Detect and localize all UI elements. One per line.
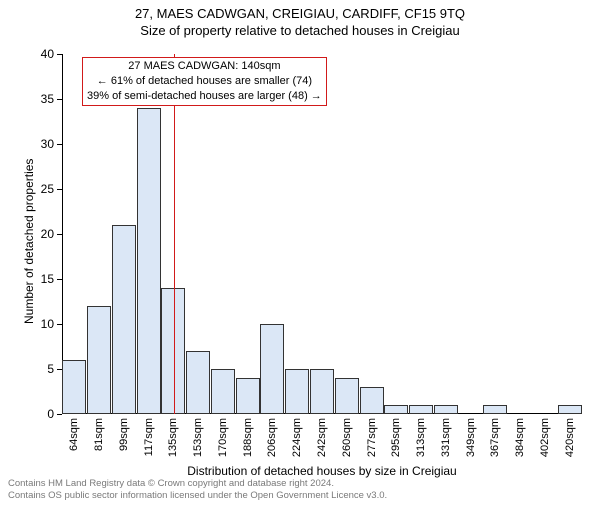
histogram-bar	[236, 378, 260, 414]
x-tick-label: 224sqm	[291, 418, 303, 457]
x-tick-label: 260sqm	[341, 418, 353, 457]
footer-line2: Contains OS public sector information li…	[8, 490, 387, 502]
x-tick-label: 277sqm	[366, 418, 378, 457]
y-tick	[57, 144, 62, 145]
histogram-bar	[483, 405, 507, 414]
histogram-bar	[558, 405, 582, 414]
x-tick-label: 367sqm	[489, 418, 501, 457]
annotation-box: 27 MAES CADWGAN: 140sqm← 61% of detached…	[82, 57, 327, 106]
annotation-line: ← 61% of detached houses are smaller (74…	[87, 74, 322, 89]
x-tick-label: 384sqm	[514, 418, 526, 457]
y-tick-label: 0	[47, 407, 54, 421]
y-tick-label: 30	[41, 137, 54, 151]
y-tick-label: 5	[47, 362, 54, 376]
y-tick	[57, 54, 62, 55]
x-tick-label: 349sqm	[465, 418, 477, 457]
x-tick-label: 188sqm	[242, 418, 254, 457]
y-tick-label: 25	[41, 182, 54, 196]
x-tick-label: 135sqm	[167, 418, 179, 457]
annotation-line: 27 MAES CADWGAN: 140sqm	[87, 59, 322, 74]
y-tick	[57, 324, 62, 325]
x-tick-label: 206sqm	[266, 418, 278, 457]
y-tick	[57, 99, 62, 100]
y-tick	[57, 279, 62, 280]
x-tick-label: 117sqm	[143, 418, 155, 456]
annotation-line: 39% of semi-detached houses are larger (…	[87, 89, 322, 104]
y-tick	[57, 189, 62, 190]
histogram-bar	[87, 306, 111, 414]
y-tick-label: 35	[41, 92, 54, 106]
x-tick-label: 242sqm	[316, 418, 328, 457]
x-tick-label: 64sqm	[68, 418, 80, 451]
reference-line	[174, 54, 175, 414]
x-tick-label: 313sqm	[415, 418, 427, 457]
y-tick-label: 15	[41, 272, 54, 286]
y-tick-label: 10	[41, 317, 54, 331]
x-tick-label: 331sqm	[440, 418, 452, 457]
histogram-bar	[137, 108, 161, 414]
y-tick	[57, 369, 62, 370]
x-tick-label: 170sqm	[217, 418, 229, 457]
x-tick-label: 295sqm	[390, 418, 402, 457]
footer-attribution: Contains HM Land Registry data © Crown c…	[8, 478, 387, 502]
y-tick	[57, 414, 62, 415]
histogram-bar	[186, 351, 210, 414]
footer-line1: Contains HM Land Registry data © Crown c…	[8, 478, 387, 490]
x-tick-label: 402sqm	[539, 418, 551, 457]
x-tick-label: 81sqm	[93, 418, 105, 451]
histogram-bar	[409, 405, 433, 414]
y-tick-label: 20	[41, 227, 54, 241]
histogram-bar	[335, 378, 359, 414]
address-title: 27, MAES CADWGAN, CREIGIAU, CARDIFF, CF1…	[0, 6, 600, 21]
y-tick	[57, 234, 62, 235]
y-tick-label: 40	[41, 47, 54, 61]
histogram-bar	[62, 360, 86, 414]
x-tick-label: 420sqm	[564, 418, 576, 457]
histogram-bar	[285, 369, 309, 414]
x-tick-label: 99sqm	[118, 418, 130, 451]
histogram-bar	[211, 369, 235, 414]
histogram-bar	[384, 405, 408, 414]
x-axis-label: Distribution of detached houses by size …	[62, 464, 582, 478]
chart-subtitle: Size of property relative to detached ho…	[0, 23, 600, 38]
x-tick-label: 153sqm	[192, 418, 204, 457]
histogram-bar	[310, 369, 334, 414]
histogram-bar	[434, 405, 458, 414]
histogram-plot: 051015202530354064sqm81sqm99sqm117sqm135…	[62, 54, 582, 414]
y-axis-label: Number of detached properties	[22, 159, 36, 324]
histogram-bar	[112, 225, 136, 414]
histogram-bar	[360, 387, 384, 414]
histogram-bar	[260, 324, 284, 414]
